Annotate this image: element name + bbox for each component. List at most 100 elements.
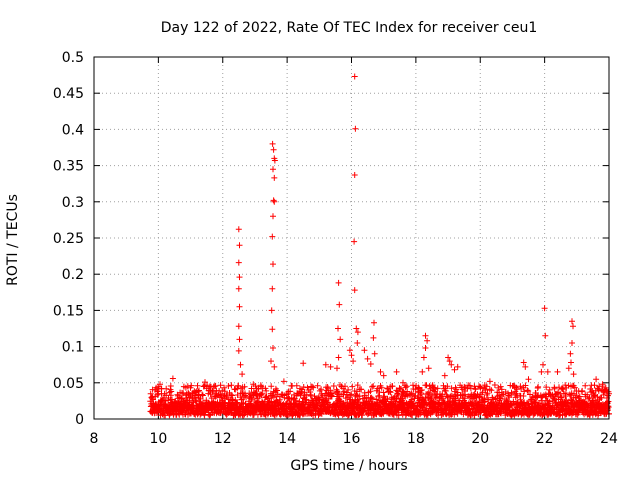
data-point xyxy=(364,355,371,362)
baseline-point xyxy=(310,384,317,391)
baseline-point xyxy=(551,395,557,402)
baseline-point xyxy=(287,388,294,395)
baseline-point xyxy=(485,396,492,403)
data-point xyxy=(570,323,576,330)
baseline-point xyxy=(370,383,377,390)
baseline-point xyxy=(556,384,562,391)
data-point xyxy=(422,345,429,351)
baseline-point xyxy=(520,393,527,399)
baseline-point xyxy=(365,410,371,417)
baseline-point xyxy=(408,396,415,403)
data-point xyxy=(236,274,243,281)
data-point xyxy=(235,285,242,292)
baseline-point xyxy=(341,388,348,395)
baseline-point xyxy=(510,398,517,405)
y-tick-label: 0 xyxy=(75,412,84,428)
baseline-point xyxy=(525,388,532,394)
baseline-point xyxy=(356,393,363,400)
data-point xyxy=(569,340,575,346)
baseline-point xyxy=(586,394,593,401)
baseline-point xyxy=(192,397,199,404)
data-point xyxy=(250,381,257,388)
data-point xyxy=(422,332,429,339)
x-tick-label: 22 xyxy=(536,431,554,447)
data-point xyxy=(206,383,213,390)
baseline-point xyxy=(480,399,487,406)
data-point xyxy=(570,371,577,378)
baseline-point xyxy=(221,388,228,395)
baseline-point xyxy=(241,383,248,390)
baseline-point xyxy=(355,396,362,403)
data-point xyxy=(269,140,276,147)
baseline-point xyxy=(543,384,550,391)
data-point xyxy=(253,385,260,392)
baseline-point xyxy=(488,387,495,394)
data-point xyxy=(235,323,242,330)
baseline-point xyxy=(240,412,247,419)
baseline-point xyxy=(225,383,232,389)
data-point xyxy=(269,233,276,240)
baseline-point xyxy=(194,382,201,389)
baseline-point xyxy=(314,382,321,389)
data-point xyxy=(424,337,431,344)
plot-frame xyxy=(93,56,610,420)
data-point xyxy=(569,318,575,325)
baseline-point xyxy=(551,385,558,392)
y-tick-label: 0.25 xyxy=(53,231,84,247)
baseline-point xyxy=(591,392,598,399)
baseline-point xyxy=(423,382,430,389)
baseline-point xyxy=(591,382,598,389)
y-tick-label: 0.1 xyxy=(62,340,84,356)
baseline-point xyxy=(444,383,451,390)
data-point xyxy=(334,365,340,372)
data-point xyxy=(425,365,432,372)
baseline-point xyxy=(462,391,469,398)
data-point xyxy=(525,376,532,383)
baseline-point xyxy=(491,382,498,388)
baseline-point xyxy=(327,387,334,394)
data-point xyxy=(293,382,300,389)
baseline-point xyxy=(584,391,591,398)
data-point xyxy=(538,368,545,375)
data-point xyxy=(155,390,162,397)
baseline-point xyxy=(402,384,409,391)
data-point xyxy=(335,325,341,332)
data-point xyxy=(446,358,453,365)
data-point xyxy=(486,378,493,385)
baseline-point xyxy=(291,391,297,398)
baseline-point xyxy=(150,396,156,403)
data-point xyxy=(454,363,461,370)
data-point xyxy=(541,305,548,312)
chart-title: Day 122 of 2022, Rate Of TEC Index for r… xyxy=(161,20,537,36)
data-point xyxy=(352,125,359,132)
data-point xyxy=(268,307,275,314)
data-point xyxy=(371,319,377,326)
baseline-point xyxy=(418,387,425,393)
baseline-point xyxy=(204,382,211,389)
x-tick-label: 24 xyxy=(600,431,618,447)
data-point xyxy=(542,332,549,339)
data-point xyxy=(351,73,358,80)
data-point xyxy=(271,174,278,181)
data-point xyxy=(441,372,448,379)
baseline-point xyxy=(481,398,488,405)
baseline-point xyxy=(384,395,391,402)
data-point xyxy=(568,359,574,366)
data-point xyxy=(350,358,357,365)
data-point xyxy=(335,354,342,361)
baseline-point xyxy=(192,389,199,396)
baseline-point xyxy=(479,389,486,396)
baseline-point xyxy=(369,395,376,402)
data-point xyxy=(346,347,353,354)
data-point xyxy=(354,340,361,346)
data-point xyxy=(270,213,276,220)
baseline-point xyxy=(217,382,224,389)
baseline-point xyxy=(484,390,491,397)
baseline-point xyxy=(508,389,515,396)
data-point xyxy=(370,334,377,341)
baseline-point xyxy=(472,386,479,393)
data-point xyxy=(157,381,163,388)
baseline-point xyxy=(517,383,524,390)
data-point xyxy=(300,360,307,367)
baseline-point xyxy=(345,386,352,393)
